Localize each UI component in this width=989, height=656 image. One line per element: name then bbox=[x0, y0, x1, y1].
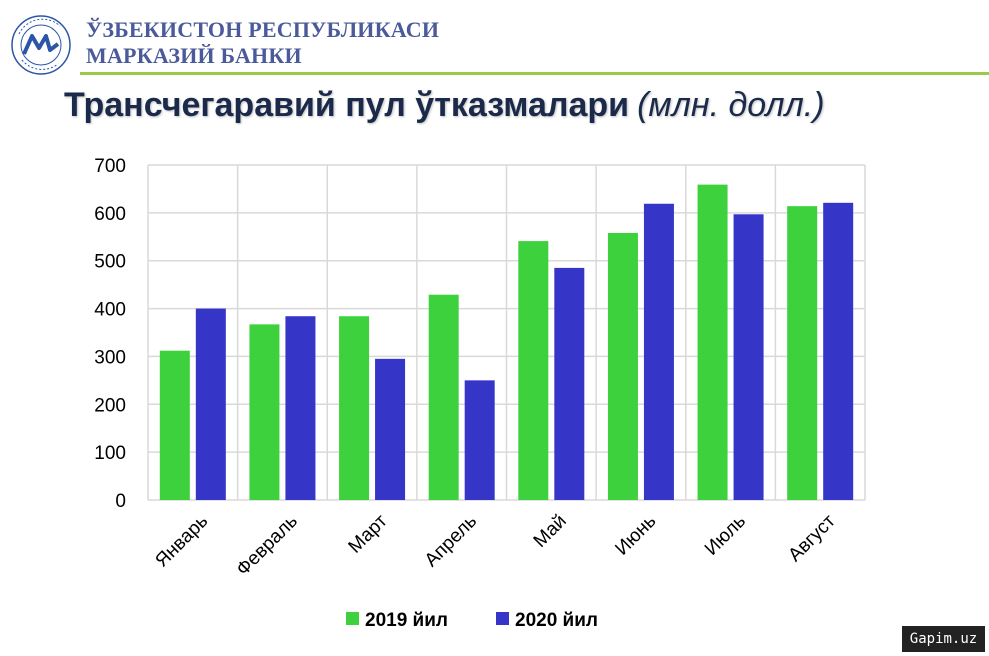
x-tick-label: Январь bbox=[151, 511, 212, 572]
bar-2019 bbox=[249, 324, 280, 500]
watermark: Gapim.uz bbox=[902, 626, 985, 652]
bar-2019 bbox=[697, 184, 728, 500]
header-divider bbox=[80, 72, 989, 75]
legend-swatch-2020 bbox=[496, 612, 509, 625]
bank-name-line1: ЎЗБЕКИСТОН РЕСПУБЛИКАСИ bbox=[86, 17, 440, 42]
x-tick-label: Август bbox=[784, 510, 839, 565]
bar-2019 bbox=[428, 294, 459, 500]
bar-2020 bbox=[375, 358, 406, 500]
legend-label-2020: 2020 йил bbox=[515, 610, 598, 631]
x-tick-label: Март bbox=[345, 510, 392, 557]
bar-2019 bbox=[607, 232, 638, 500]
x-tick-label: Апрель bbox=[421, 511, 481, 571]
slide-header: ЎЗБЕКИСТОН РЕСПУБЛИКАСИ МАРКАЗИЙ БАНКИ bbox=[0, 0, 989, 78]
y-tick-label: 700 bbox=[94, 156, 126, 177]
bar-2020 bbox=[464, 380, 495, 500]
y-tick-label: 200 bbox=[94, 395, 126, 416]
bar-2019 bbox=[518, 241, 549, 501]
bar-2020 bbox=[195, 308, 226, 500]
slide-title: Трансчегаравий пул ўтказмалари (млн. долл… bbox=[64, 86, 825, 125]
y-tick-label: 300 bbox=[94, 347, 126, 368]
x-tick-label: Июнь bbox=[611, 511, 660, 560]
y-tick-label: 500 bbox=[94, 252, 126, 273]
legend-label-2019: 2019 йил bbox=[365, 610, 448, 631]
bar-2020 bbox=[733, 214, 764, 501]
slide-title-unit: (млн. долл.) bbox=[637, 86, 825, 124]
bar-2019 bbox=[787, 206, 818, 500]
legend-swatch-2019 bbox=[346, 612, 359, 625]
bank-name-line2: МАРКАЗИЙ БАНКИ bbox=[86, 43, 302, 68]
y-tick-label: 0 bbox=[115, 491, 126, 512]
bar-2020 bbox=[554, 267, 585, 500]
bar-2020 bbox=[823, 202, 854, 501]
bar-2020 bbox=[285, 316, 316, 500]
x-tick-label: Май bbox=[530, 511, 571, 552]
x-tick-label: Февраль bbox=[233, 511, 303, 581]
bar-2019 bbox=[339, 316, 370, 500]
y-tick-label: 600 bbox=[94, 204, 126, 225]
y-tick-label: 100 bbox=[94, 443, 126, 464]
x-tick-label: Июль bbox=[701, 511, 750, 560]
slide-title-text: Трансчегаравий пул ўтказмалари bbox=[64, 86, 630, 124]
central-bank-logo bbox=[11, 15, 71, 75]
bar-2019 bbox=[159, 350, 190, 500]
y-tick-label: 400 bbox=[94, 300, 126, 321]
bar-2020 bbox=[643, 203, 674, 500]
